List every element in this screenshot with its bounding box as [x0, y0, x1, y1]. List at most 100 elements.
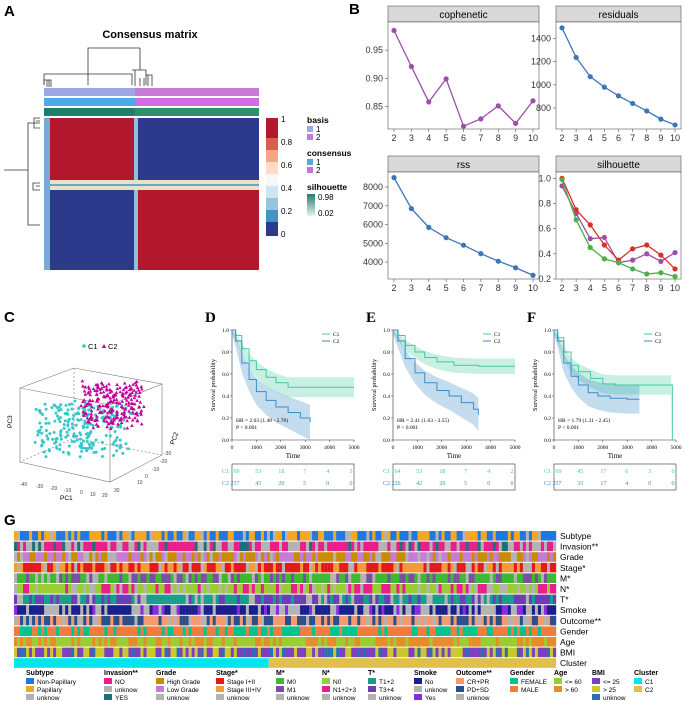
km-xtick-label: 3000	[461, 445, 472, 451]
track-cell	[423, 541, 427, 552]
track-cell	[408, 626, 412, 636]
heatmap-color-scale	[266, 118, 278, 236]
track-cell	[56, 562, 60, 573]
track-cell	[297, 626, 301, 636]
track-cell	[306, 647, 310, 658]
pca-point-c1	[83, 422, 87, 426]
track-cell	[459, 531, 463, 541]
track-cell	[318, 541, 322, 552]
track-cell	[248, 594, 253, 605]
track-cell	[384, 562, 388, 573]
track-cell	[35, 552, 39, 562]
track-cell	[321, 562, 325, 573]
track-cell	[546, 552, 551, 562]
track-cell	[363, 531, 367, 541]
track-cell	[303, 562, 307, 573]
track-cell	[378, 541, 382, 552]
pca-point-c1	[80, 446, 84, 450]
track-cell	[552, 573, 557, 583]
track-cell	[345, 584, 349, 594]
track-cell	[233, 562, 238, 573]
track-cell	[309, 531, 313, 541]
track-cell	[233, 626, 238, 636]
track-cell	[345, 541, 349, 552]
track-cell	[80, 594, 84, 605]
pca-point-c1	[92, 406, 96, 410]
track-cell	[230, 647, 235, 658]
pca-point-c1	[71, 434, 75, 438]
legend-item-2-1: Low Grade	[167, 687, 199, 694]
track-cell	[516, 647, 521, 658]
track-cell	[483, 594, 487, 605]
track-cell	[399, 584, 403, 594]
pca-point-c2	[83, 392, 88, 396]
track-cell	[369, 531, 373, 541]
xtick-label-silhouette-5: 5	[602, 283, 607, 293]
track-cell	[134, 531, 138, 541]
track-cell	[134, 573, 138, 583]
track-cell	[336, 626, 340, 636]
track-cell	[285, 626, 289, 636]
point-silhouette-silhouette-10	[672, 273, 678, 280]
track-cell	[254, 531, 259, 541]
legend-swatch-1-1	[104, 686, 112, 692]
pca-point-c1	[70, 440, 74, 444]
track-cell	[477, 562, 481, 573]
point-silhouette-basis-10	[672, 249, 678, 256]
track-cell	[447, 637, 451, 647]
km-ytick-label: 0.4	[383, 394, 390, 400]
legend-item-1-2: YES	[115, 695, 129, 702]
xtick-label-silhouette-10: 10	[670, 283, 680, 293]
pca-point-c2	[99, 410, 104, 415]
track-cell	[471, 647, 475, 658]
track-cell	[519, 605, 524, 615]
point-silhouette-silhouette-7	[630, 266, 636, 272]
track-cell	[29, 552, 33, 562]
track-cell	[152, 605, 156, 615]
pca-point-c2	[104, 387, 109, 391]
pca-point-c2	[105, 425, 109, 429]
km-ci-c2	[554, 330, 640, 414]
track-cell	[435, 605, 439, 615]
track-cell	[453, 573, 457, 583]
track-cell	[318, 637, 322, 647]
ytick-label-rss-6000: 6000	[363, 220, 383, 230]
track-cell	[191, 647, 195, 658]
track-cell	[197, 626, 201, 636]
track-cell	[411, 573, 415, 583]
track-cell	[405, 626, 409, 636]
track-cell	[35, 573, 39, 583]
track-cell	[513, 541, 518, 552]
track-cell	[200, 626, 204, 636]
pca-point-c1	[54, 411, 58, 415]
track-cell	[14, 626, 18, 636]
track-cell	[387, 562, 391, 573]
track-cell	[95, 594, 99, 605]
xtick-label-residuals-10: 10	[670, 133, 680, 143]
track-cell	[155, 541, 159, 552]
pca-point-c1	[52, 430, 56, 434]
track-cell	[95, 531, 99, 541]
track-cell	[53, 584, 57, 594]
track-cell	[107, 647, 111, 658]
consensus-legend-label-2: 2	[316, 166, 321, 175]
track-cell	[263, 615, 268, 626]
track-cell	[281, 573, 286, 583]
track-cell	[441, 647, 445, 658]
track-cell	[128, 615, 132, 626]
pca-point-c1	[44, 455, 48, 459]
track-cell	[86, 552, 90, 562]
track-cell	[393, 531, 397, 541]
track-cell	[206, 562, 210, 573]
track-cell	[170, 531, 174, 541]
track-cell	[417, 573, 421, 583]
km-ytick-label: 0.0	[222, 438, 229, 444]
track-cell	[528, 615, 533, 626]
track-cell	[402, 647, 406, 658]
track-cell	[360, 531, 364, 541]
track-cell	[77, 605, 81, 615]
track-cell	[53, 626, 57, 636]
legend-swatch-2-1	[156, 686, 164, 692]
track-cell	[110, 594, 114, 605]
